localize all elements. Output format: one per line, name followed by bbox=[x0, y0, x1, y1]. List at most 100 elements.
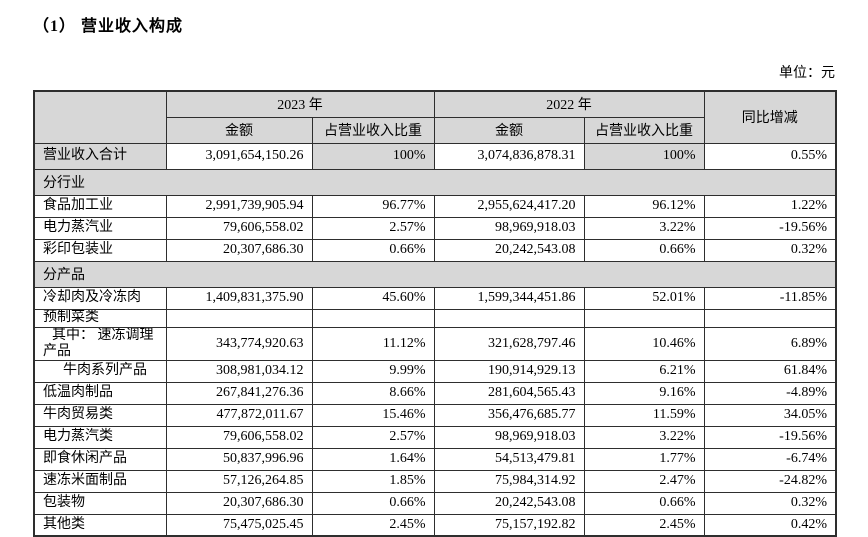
table-row: 食品加工业 2,991,739,905.94 96.77% 2,955,624,417… bbox=[33, 194, 837, 218]
value-cell: 15.46% bbox=[311, 403, 435, 427]
value-cell: 321,628,797.46 bbox=[433, 326, 585, 361]
value-cell: 75,475,025.45 bbox=[165, 513, 313, 537]
yoy-header: 同比增减 bbox=[703, 90, 837, 144]
value-cell: 9.99% bbox=[311, 359, 435, 383]
value-cell: 50,837,996.96 bbox=[165, 447, 313, 471]
value-cell: 20,242,543.08 bbox=[433, 238, 585, 262]
value-cell: 3,074,836,878.31 bbox=[433, 142, 585, 170]
value-cell: -11.85% bbox=[703, 286, 837, 310]
value-cell: 477,872,011.67 bbox=[165, 403, 313, 427]
value-cell: 2.57% bbox=[311, 425, 435, 449]
value-cell: -6.74% bbox=[703, 447, 837, 471]
value-cell: 3.22% bbox=[583, 425, 705, 449]
row-label-cell: 彩印包装业 bbox=[33, 238, 167, 262]
row-label-cell: 牛肉系列产品 bbox=[33, 359, 167, 383]
table-row: 其他类 75,475,025.45 2.45% 75,157,192.82 2.45% 0… bbox=[33, 513, 837, 537]
value-cell: 1,599,344,451.86 bbox=[433, 286, 585, 310]
value-cell: 100% bbox=[583, 142, 705, 170]
value-cell bbox=[703, 308, 837, 328]
value-cell: 2.45% bbox=[583, 513, 705, 537]
row-label-cell: 其中： 速冻调理产品 bbox=[33, 326, 167, 361]
table-row: 分行业 bbox=[33, 168, 837, 196]
table-row: 包装物 20,307,686.30 0.66% 20,242,543.08 0.66% 0… bbox=[33, 491, 837, 515]
value-cell: 8.66% bbox=[311, 381, 435, 405]
row-label-cell: 冷却肉及冷冻肉 bbox=[33, 286, 167, 310]
value-cell: 20,307,686.30 bbox=[165, 238, 313, 262]
value-cell: 281,604,565.43 bbox=[433, 381, 585, 405]
value-cell: 98,969,918.03 bbox=[433, 425, 585, 449]
value-cell: 45.60% bbox=[311, 286, 435, 310]
value-cell: 0.66% bbox=[583, 238, 705, 262]
value-cell: 1.64% bbox=[311, 447, 435, 471]
value-cell bbox=[583, 308, 705, 328]
table-row: 低温肉制品 267,841,276.36 8.66% 281,604,565.43 9.… bbox=[33, 381, 837, 405]
value-cell: 52.01% bbox=[583, 286, 705, 310]
value-cell: 96.77% bbox=[311, 194, 435, 218]
value-cell: 79,606,558.02 bbox=[165, 425, 313, 449]
value-cell: 96.12% bbox=[583, 194, 705, 218]
table-row: 速冻米面制品 57,126,264.85 1.85% 75,984,314.92 2.4… bbox=[33, 469, 837, 493]
row-label-cell: 电力蒸汽业 bbox=[33, 216, 167, 240]
value-cell: 34.05% bbox=[703, 403, 837, 427]
value-cell: 6.21% bbox=[583, 359, 705, 383]
value-cell bbox=[433, 308, 585, 328]
amount-2022-header: 金额 bbox=[433, 116, 585, 144]
table-row: 牛肉系列产品 308,981,034.12 9.99% 190,914,929.13 6… bbox=[33, 359, 837, 383]
value-cell: 0.66% bbox=[311, 238, 435, 262]
value-cell: 308,981,034.12 bbox=[165, 359, 313, 383]
amount-2023-header: 金额 bbox=[165, 116, 313, 144]
value-cell: 2,955,624,417.20 bbox=[433, 194, 585, 218]
table-row: 即食休闲产品 50,837,996.96 1.64% 54,513,479.81 1.7… bbox=[33, 447, 837, 471]
value-cell: 0.66% bbox=[311, 491, 435, 515]
value-cell: 1.85% bbox=[311, 469, 435, 493]
value-cell: -4.89% bbox=[703, 381, 837, 405]
value-cell: 356,476,685.77 bbox=[433, 403, 585, 427]
value-cell: 0.32% bbox=[703, 238, 837, 262]
value-cell: 98,969,918.03 bbox=[433, 216, 585, 240]
value-cell: 57,126,264.85 bbox=[165, 469, 313, 493]
row-label-cell: 包装物 bbox=[33, 491, 167, 515]
value-cell: 2,991,739,905.94 bbox=[165, 194, 313, 218]
value-cell: 11.59% bbox=[583, 403, 705, 427]
value-cell: 2.45% bbox=[311, 513, 435, 537]
value-cell: 0.55% bbox=[703, 142, 837, 170]
share-2023-header: 占营业收入比重 bbox=[311, 116, 435, 144]
value-cell: 6.89% bbox=[703, 326, 837, 361]
value-cell: 1.22% bbox=[703, 194, 837, 218]
value-cell bbox=[311, 308, 435, 328]
value-cell: 79,606,558.02 bbox=[165, 216, 313, 240]
row-label-cell: 营业收入合计 bbox=[33, 142, 167, 170]
value-cell: -19.56% bbox=[703, 425, 837, 449]
value-cell: 2.57% bbox=[311, 216, 435, 240]
row-label-cell: 速冻米面制品 bbox=[33, 469, 167, 493]
value-cell: 0.66% bbox=[583, 491, 705, 515]
value-cell: 1,409,831,375.90 bbox=[165, 286, 313, 310]
value-cell: 54,513,479.81 bbox=[433, 447, 585, 471]
table-row: 彩印包装业 20,307,686.30 0.66% 20,242,543.08 0.66… bbox=[33, 238, 837, 262]
value-cell: 1.77% bbox=[583, 447, 705, 471]
row-label-cell: 低温肉制品 bbox=[33, 381, 167, 405]
table-row: 电力蒸汽类 79,606,558.02 2.57% 98,969,918.03 3.22… bbox=[33, 425, 837, 449]
row-label-cell: 食品加工业 bbox=[33, 194, 167, 218]
table-row: 营业收入合计 3,091,654,150.26 100% 3,074,836,878.… bbox=[33, 142, 837, 170]
value-cell: 343,774,920.63 bbox=[165, 326, 313, 361]
unit-label: 单位：元 bbox=[779, 66, 835, 81]
table-row: 其中： 速冻调理产品 343,774,920.63 11.12% 321,628,79… bbox=[33, 326, 837, 361]
value-cell bbox=[165, 308, 313, 328]
row-label-cell: 电力蒸汽类 bbox=[33, 425, 167, 449]
value-cell: 61.84% bbox=[703, 359, 837, 383]
row-label-cell: 其他类 bbox=[33, 513, 167, 537]
table-header: 2023 年 2022 年 同比增减 金额 占营业收入比重 金额 占营业收入比重 bbox=[33, 90, 837, 144]
table-body: 营业收入合计 3,091,654,150.26 100% 3,074,836,878.… bbox=[33, 142, 837, 537]
value-cell: 75,157,192.82 bbox=[433, 513, 585, 537]
row-label-cell: 牛肉贸易类 bbox=[33, 403, 167, 427]
row-label-cell: 即食休闲产品 bbox=[33, 447, 167, 471]
value-cell: -24.82% bbox=[703, 469, 837, 493]
value-cell: -19.56% bbox=[703, 216, 837, 240]
table-row: 电力蒸汽业 79,606,558.02 2.57% 98,969,918.03 3.22… bbox=[33, 216, 837, 240]
value-cell: 10.46% bbox=[583, 326, 705, 361]
value-cell: 0.42% bbox=[703, 513, 837, 537]
value-cell: 0.32% bbox=[703, 491, 837, 515]
table-row: 牛肉贸易类 477,872,011.67 15.46% 356,476,685.77 1… bbox=[33, 403, 837, 427]
section-row-label: 分行业 bbox=[33, 168, 837, 196]
